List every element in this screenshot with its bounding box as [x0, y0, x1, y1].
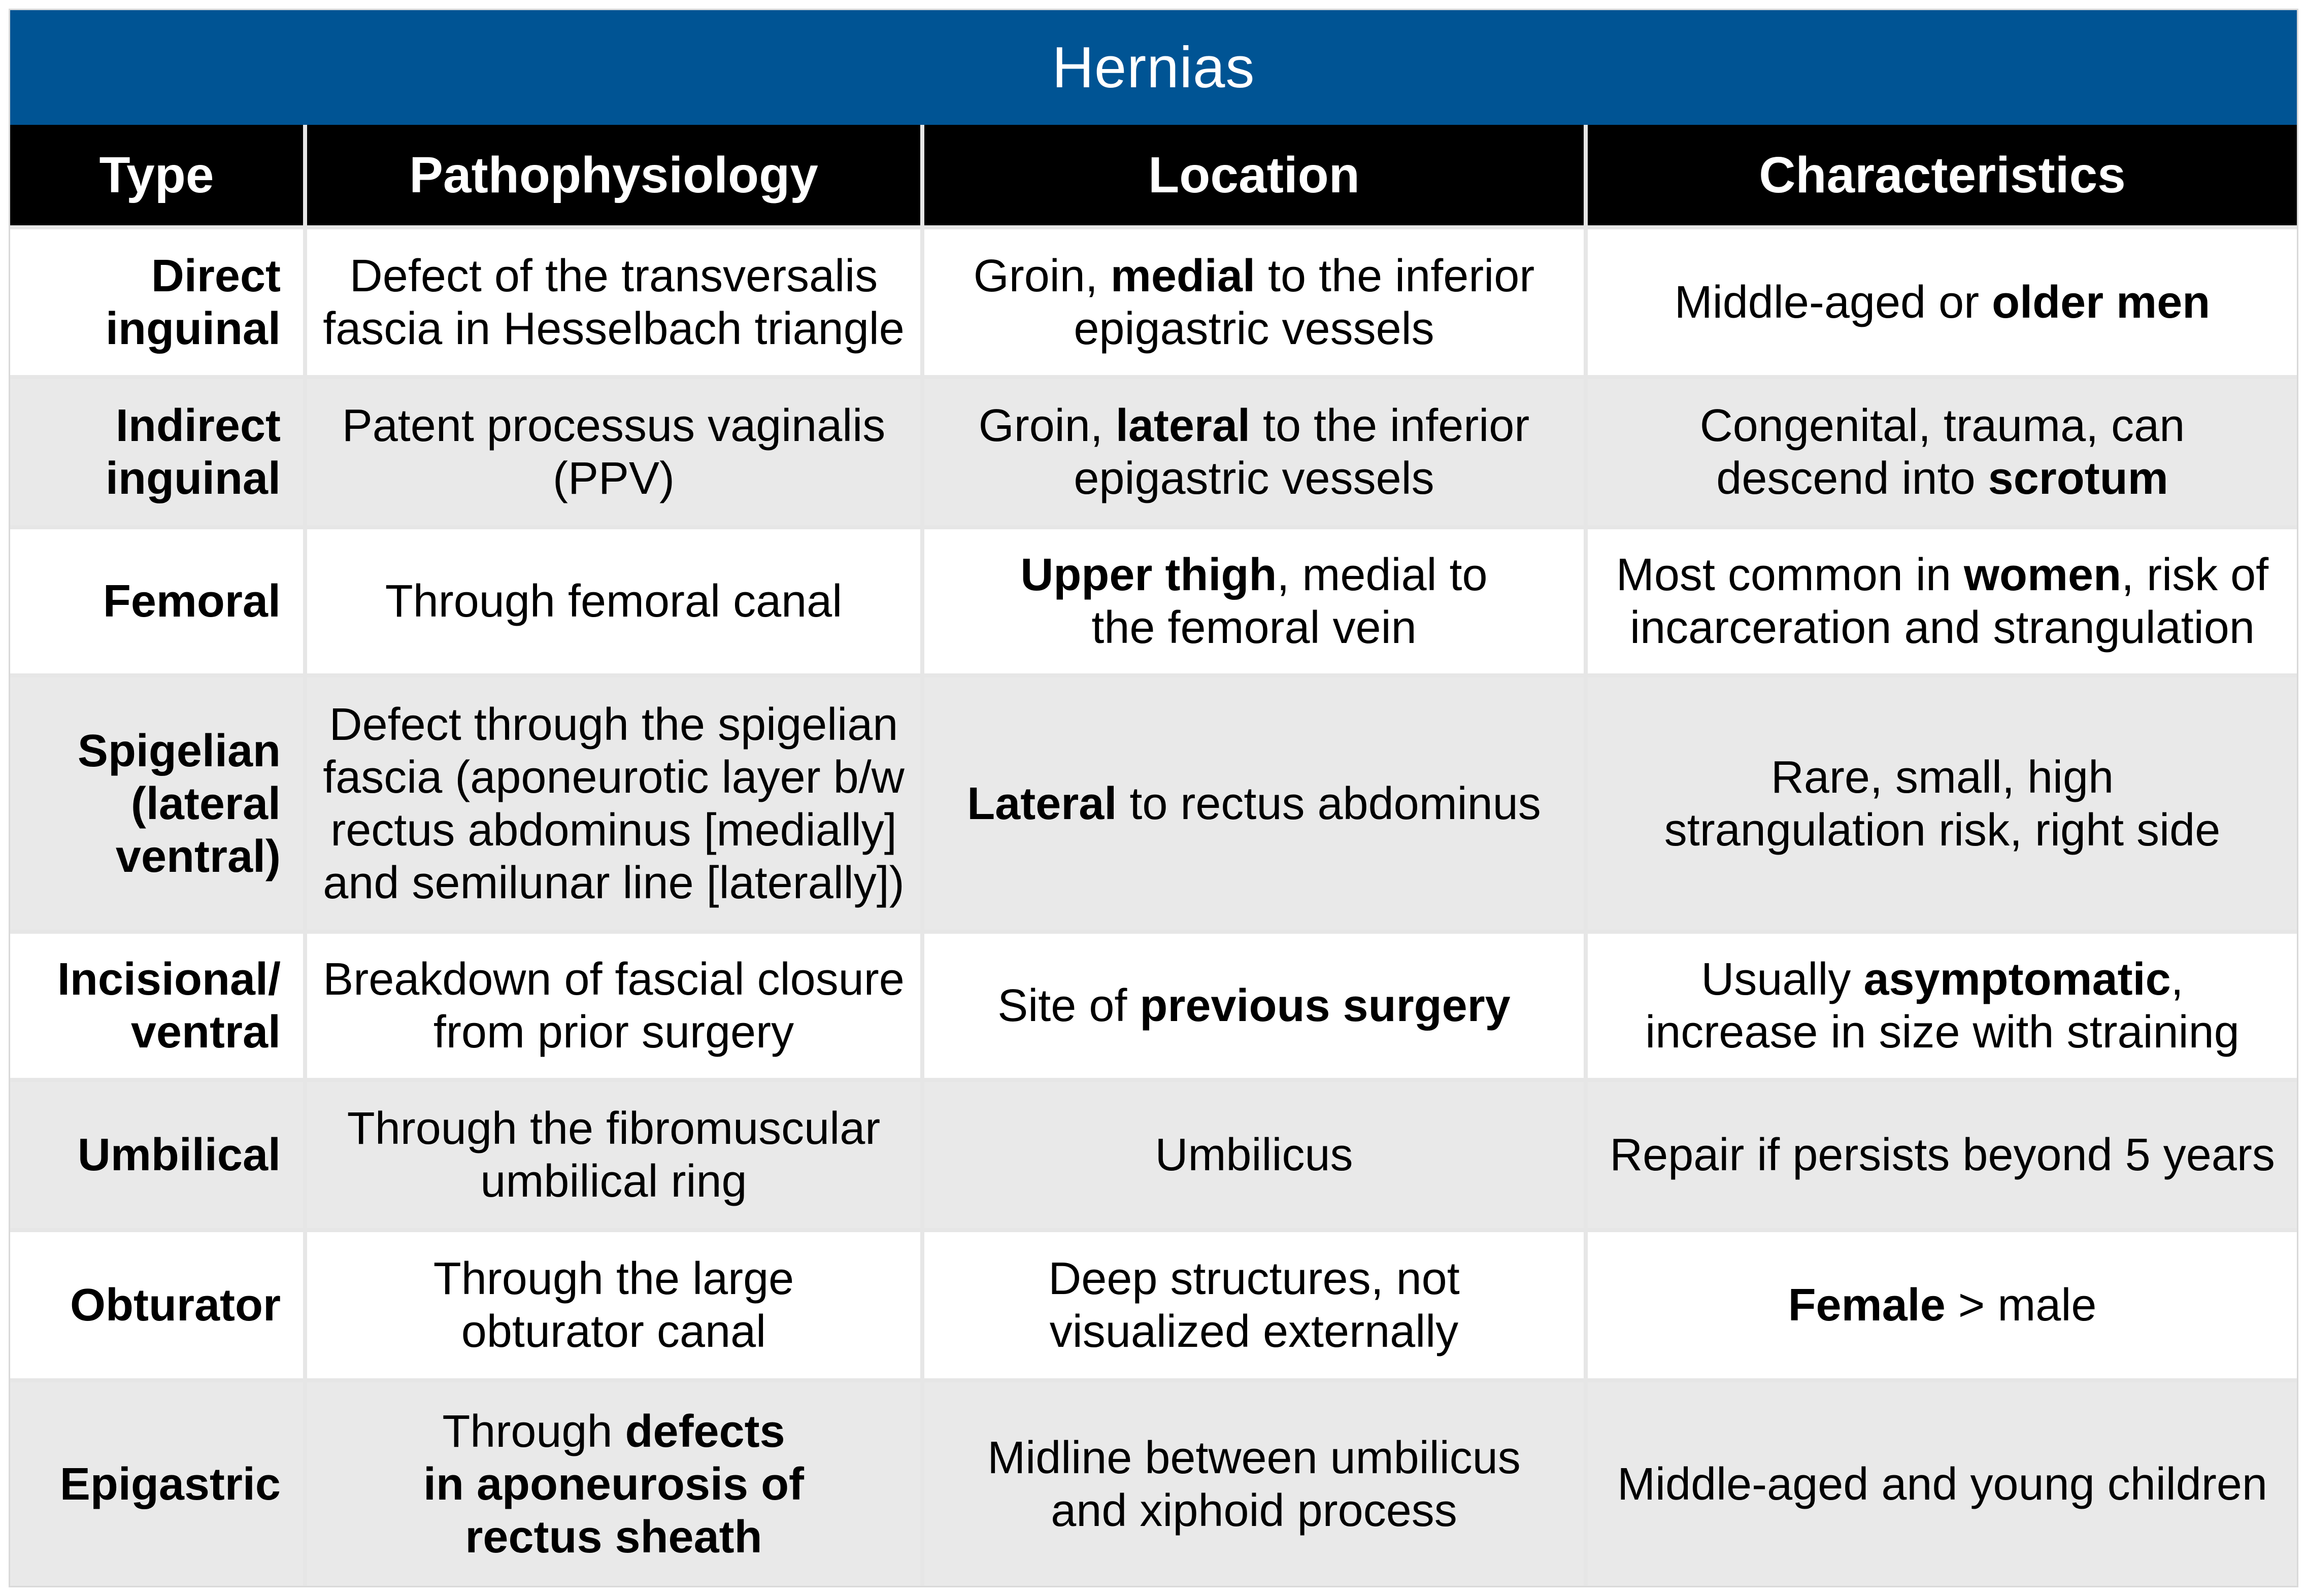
- table-row: Direct inguinal Defect of the transversali…: [10, 225, 2297, 377]
- characteristics-text: Usually: [1701, 954, 1864, 1005]
- cell-characteristics: Usually asymptomatic, increase in size wi…: [1584, 930, 2297, 1080]
- table-row: Umbilical Through the fibromuscular umbili…: [10, 1078, 2297, 1230]
- table-row: Femoral Through femoral canal Upper thigh,…: [10, 525, 2297, 675]
- cell-type: Epigastric: [10, 1378, 305, 1586]
- cell-location: Groin, lateral to the inferior epigastric…: [920, 375, 1586, 527]
- location-text: Lateral: [967, 778, 1117, 829]
- cell-location: Umbilicus: [920, 1078, 1586, 1230]
- pathophysiology-text: Defect through the spigelian fascia (apon…: [323, 699, 905, 908]
- cell-location: Midline between umbilicus and xiphoid pro…: [920, 1378, 1586, 1586]
- cell-type: Obturator: [10, 1228, 305, 1380]
- characteristics-text: women: [1964, 550, 2122, 600]
- location-text: Site of: [997, 980, 1140, 1031]
- pathophysiology-text: Through the fibromuscular umbilical ring: [347, 1103, 881, 1207]
- location-text: medial: [1110, 250, 1255, 301]
- cell-pathophysiology: Through femoral canal: [303, 525, 922, 675]
- characteristics-text: Most common in: [1616, 550, 1964, 600]
- cell-type: Direct inguinal: [10, 225, 305, 377]
- column-header-location: Location: [920, 125, 1586, 227]
- location-text: to the inferior epigastric vessels: [1074, 400, 1530, 504]
- cell-type: Umbilical: [10, 1078, 305, 1230]
- location-text: to the inferior epigastric vessels: [1074, 250, 1535, 354]
- column-header-characteristics: Characteristics: [1584, 125, 2297, 227]
- pathophysiology-text: Breakdown of fascial closure from prior s…: [323, 954, 905, 1058]
- cell-characteristics: Repair if persists beyond 5 years: [1584, 1078, 2297, 1230]
- characteristics-text: Middle-aged or: [1674, 277, 1992, 328]
- pathophysiology-text: defects in aponeurosis of rectus sheath: [423, 1406, 805, 1563]
- characteristics-text: Female: [1788, 1280, 1946, 1331]
- cell-type: Spigelian (lateral ventral): [10, 673, 305, 932]
- cell-type: Femoral: [10, 525, 305, 675]
- location-text: Groin,: [973, 250, 1111, 301]
- header-row: Type Pathophysiology Location Characteri…: [10, 125, 2297, 227]
- cell-pathophysiology: Breakdown of fascial closure from prior s…: [303, 930, 922, 1080]
- table-row: Indirect inguinal Patent processus vaginal…: [10, 375, 2297, 527]
- location-text: Groin,: [978, 400, 1116, 451]
- cell-location: Site of previous surgery: [920, 930, 1586, 1080]
- pathophysiology-text: Defect of the transversalis fascia in Hes…: [323, 250, 905, 354]
- location-text: Deep structures, not visualized externall…: [1048, 1253, 1460, 1357]
- characteristics-text: older men: [1992, 277, 2211, 328]
- column-header-pathophysiology: Pathophysiology: [303, 125, 922, 227]
- cell-pathophysiology: Through the large obturator canal: [303, 1228, 922, 1380]
- table-row: Epigastric Through defects in aponeurosis …: [10, 1378, 2297, 1586]
- cell-type: Indirect inguinal: [10, 375, 305, 527]
- cell-pathophysiology: Defect through the spigelian fascia (apon…: [303, 673, 922, 932]
- location-text: Midline between umbilicus and xiphoid pro…: [987, 1432, 1521, 1536]
- location-text: , medial to the femoral vein: [1091, 550, 1488, 653]
- characteristics-text: Rare, small, high strangulation risk, rig…: [1664, 752, 2221, 856]
- cell-pathophysiology: Patent processus vaginalis (PPV): [303, 375, 922, 527]
- pathophysiology-text: Through the large obturator canal: [433, 1253, 794, 1357]
- characteristics-text: > male: [1945, 1280, 2097, 1331]
- characteristics-text: Congenital, trauma, can descend into: [1699, 400, 2185, 504]
- cell-location: Upper thigh, medial to the femoral vein: [920, 525, 1586, 675]
- column-header-type: Type: [10, 125, 305, 227]
- characteristics-text: , risk of incarceration and strangulation: [1630, 550, 2269, 653]
- pathophysiology-text: Through femoral canal: [385, 576, 843, 627]
- location-text: to rectus abdominus: [1117, 778, 1541, 829]
- cell-location: Groin, medial to the inferior epigastric …: [920, 225, 1586, 377]
- cell-location: Lateral to rectus abdominus: [920, 673, 1586, 932]
- characteristics-text: asymptomatic: [1863, 954, 2171, 1005]
- location-text: Umbilicus: [1155, 1130, 1353, 1180]
- table-row: Incisional/ventral Breakdown of fascial c…: [10, 930, 2297, 1080]
- location-text: Upper thigh: [1020, 550, 1277, 600]
- location-text: lateral: [1115, 400, 1250, 451]
- table-frame: [9, 9, 2298, 1587]
- characteristics-text: Middle-aged and young children: [1617, 1458, 2267, 1510]
- cell-type: Incisional/ventral: [10, 930, 305, 1080]
- cell-characteristics: Middle-aged and young children: [1584, 1378, 2297, 1586]
- location-text: previous surgery: [1140, 980, 1511, 1031]
- cell-pathophysiology: Through the fibromuscular umbilical ring: [303, 1078, 922, 1230]
- cell-characteristics: Congenital, trauma, can descend into scro…: [1584, 375, 2297, 527]
- pathophysiology-text: Through: [442, 1406, 625, 1457]
- characteristics-text: scrotum: [1988, 453, 2168, 504]
- table-row: Spigelian (lateral ventral) Defect through …: [10, 673, 2297, 932]
- cell-characteristics: Most common in women, risk of incarcerati…: [1584, 525, 2297, 675]
- cell-characteristics: Middle-aged or older men: [1584, 225, 2297, 377]
- cell-location: Deep structures, not visualized externall…: [920, 1228, 1586, 1380]
- hernias-table: Type Pathophysiology Location Characteri…: [10, 125, 2297, 1586]
- table-row: Obturator Through the large obturator cana…: [10, 1228, 2297, 1380]
- cell-pathophysiology: Through defects in aponeurosis of rectus s…: [303, 1378, 922, 1586]
- cell-characteristics: Female > male: [1584, 1228, 2297, 1380]
- pathophysiology-text: Patent processus vaginalis (PPV): [342, 400, 886, 504]
- cell-pathophysiology: Defect of the transversalis fascia in Hes…: [303, 225, 922, 377]
- cell-characteristics: Rare, small, high strangulation risk, rig…: [1584, 673, 2297, 932]
- characteristics-text: , increase in size with straining: [1645, 954, 2239, 1058]
- characteristics-text: Repair if persists beyond 5 years: [1610, 1130, 2275, 1180]
- table-title: Hernias: [10, 10, 2297, 125]
